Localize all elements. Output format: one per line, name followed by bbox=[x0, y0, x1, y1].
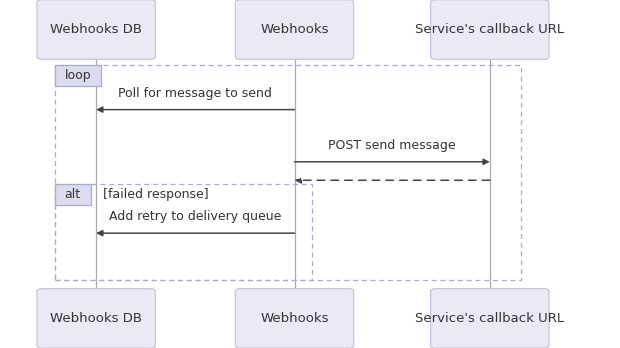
Text: Webhooks DB: Webhooks DB bbox=[50, 23, 142, 36]
Text: Service's callback URL: Service's callback URL bbox=[415, 312, 564, 325]
FancyBboxPatch shape bbox=[37, 0, 155, 59]
Text: POST send message: POST send message bbox=[329, 139, 456, 152]
FancyBboxPatch shape bbox=[430, 0, 549, 59]
Text: [failed response]: [failed response] bbox=[103, 188, 208, 201]
Bar bbox=[55, 184, 312, 280]
FancyBboxPatch shape bbox=[430, 289, 549, 348]
Text: Add retry to delivery queue: Add retry to delivery queue bbox=[109, 211, 281, 223]
Text: Webhooks DB: Webhooks DB bbox=[50, 312, 142, 325]
Text: alt: alt bbox=[64, 188, 81, 201]
Bar bbox=[55, 184, 91, 205]
FancyBboxPatch shape bbox=[235, 0, 353, 59]
Text: Webhooks: Webhooks bbox=[260, 312, 329, 325]
Text: loop: loop bbox=[64, 69, 91, 82]
FancyBboxPatch shape bbox=[235, 289, 353, 348]
Bar bbox=[55, 65, 521, 280]
Text: Poll for message to send: Poll for message to send bbox=[118, 87, 272, 100]
Bar bbox=[55, 65, 101, 86]
Text: Webhooks: Webhooks bbox=[260, 23, 329, 36]
FancyBboxPatch shape bbox=[37, 289, 155, 348]
Text: Service's callback URL: Service's callback URL bbox=[415, 23, 564, 36]
